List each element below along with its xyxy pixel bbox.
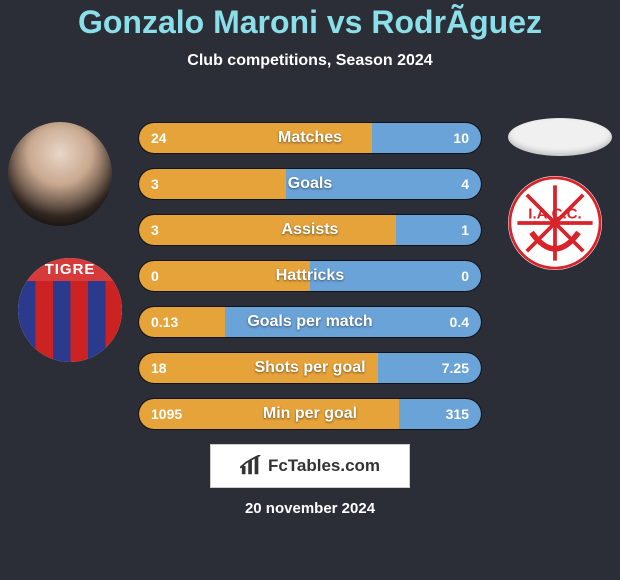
stats-chart: Matches2410Goals34Assists31Hattricks00Go… [138, 122, 482, 444]
stat-row: Goals per match0.13 0.4 [138, 306, 482, 338]
stat-label: Matches [139, 123, 481, 153]
stat-value-left: 0 [151, 261, 159, 291]
stat-value-left: 24 [151, 123, 167, 153]
stat-row: Shots per goal18 7.25 [138, 352, 482, 384]
page-title: Gonzalo Maroni vs RodrÃ­guez [0, 0, 620, 38]
bars-icon [240, 455, 262, 477]
stat-label: Hattricks [139, 261, 481, 291]
branding-label: FcTables.com [268, 456, 380, 476]
stat-label: Shots per goal [139, 353, 481, 383]
stat-value-right: 1 [461, 215, 469, 245]
stat-value-right: 315 [446, 399, 469, 429]
subtitle: Club competitions, Season 2024 [0, 52, 620, 70]
player-right-club-badge: I.A.C.C. [508, 176, 602, 270]
stat-value-right: 10 [453, 123, 469, 153]
stat-row: Assists3 1 [138, 214, 482, 246]
branding-box: FcTables.com [210, 444, 410, 488]
stat-row: Goals3 4 [138, 168, 482, 200]
stat-row: Min per goal1095 315 [138, 398, 482, 430]
club-badge-text: TIGRE [18, 258, 122, 281]
stat-label: Goals [139, 169, 481, 199]
stat-value-right: 4 [461, 169, 469, 199]
stat-value-left: 3 [151, 169, 159, 199]
footer-date: 20 november 2024 [0, 500, 620, 517]
stat-label: Goals per match [139, 307, 481, 337]
player-left-club-badge: TIGRE [18, 258, 122, 362]
stat-value-left: 0.13 [151, 307, 178, 337]
stat-label: Min per goal [139, 399, 481, 429]
stat-value-left: 3 [151, 215, 159, 245]
stat-value-left: 1095 [151, 399, 182, 429]
stat-value-right: 7.25 [442, 353, 469, 383]
club-badge-stripes [18, 281, 122, 362]
stat-row: Hattricks0 0 [138, 260, 482, 292]
stat-value-right: 0.4 [450, 307, 469, 337]
stat-value-right: 0 [461, 261, 469, 291]
player-right-photo [508, 118, 612, 156]
stat-row: Matches24 10 [138, 122, 482, 154]
stat-label: Assists [139, 215, 481, 245]
player-left-photo [8, 122, 112, 226]
iacc-badge-icon: I.A.C.C. [508, 176, 602, 270]
stat-value-left: 18 [151, 353, 167, 383]
club-badge-text: I.A.C.C. [528, 205, 581, 222]
